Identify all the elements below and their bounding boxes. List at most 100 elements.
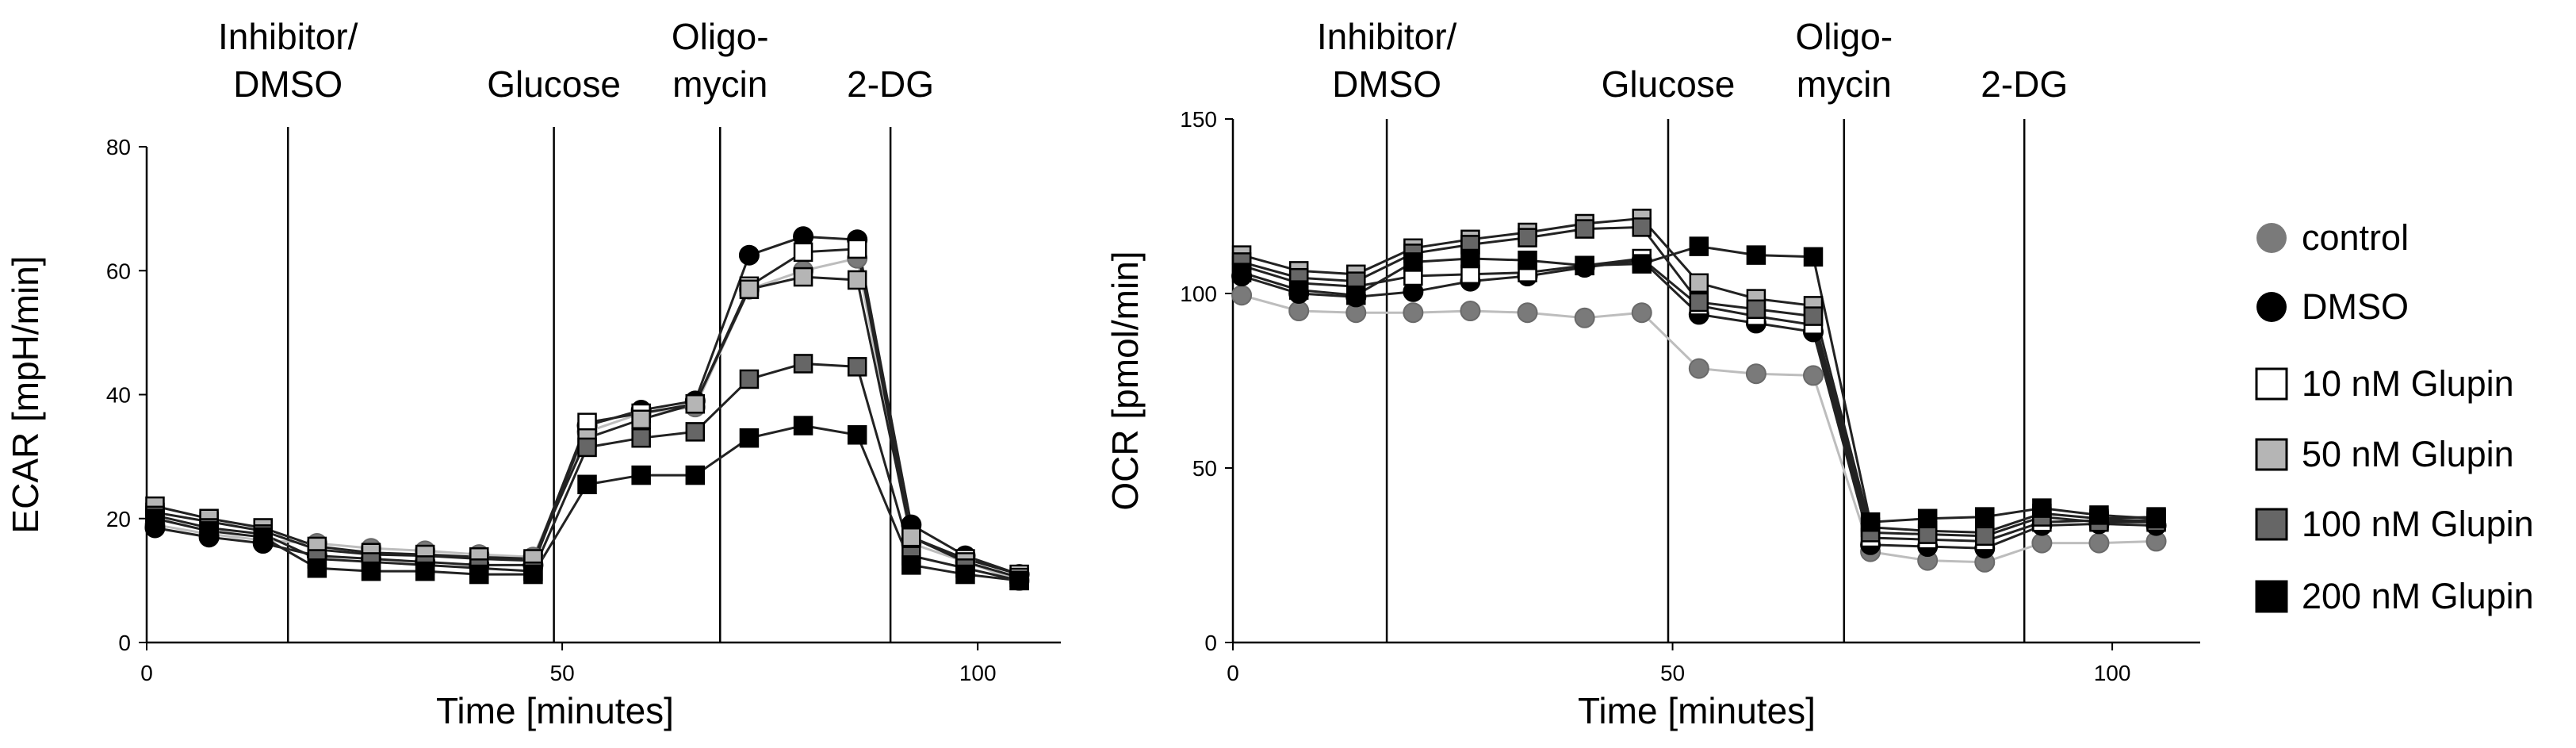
data-point bbox=[253, 527, 273, 547]
data-point bbox=[793, 354, 813, 374]
legend-marker bbox=[2255, 438, 2288, 471]
injection-label: 2-DG bbox=[847, 63, 934, 105]
data-point bbox=[1975, 507, 1995, 527]
x-tick-label: 50 bbox=[1660, 661, 1685, 685]
data-point bbox=[955, 564, 975, 585]
data-point bbox=[793, 416, 813, 435]
legend: control DMSO 10 nM Glupin 50 nM Glupin 100 n… bbox=[2255, 217, 2534, 616]
data-point bbox=[793, 267, 813, 287]
legend-label: 200 nM Glupin bbox=[2302, 576, 2534, 616]
data-point bbox=[793, 242, 813, 263]
data-point bbox=[847, 357, 867, 377]
injection-label: mycin bbox=[1797, 63, 1892, 105]
legend-marker bbox=[2256, 292, 2287, 322]
injection-label: Glucose bbox=[487, 63, 621, 105]
y-tick-label: 50 bbox=[1192, 456, 1217, 481]
legend-marker bbox=[2255, 508, 2288, 541]
data-point bbox=[1009, 570, 1029, 591]
data-point bbox=[1632, 254, 1652, 274]
x-axis-title: Time [minutes] bbox=[1578, 690, 1816, 731]
legend-marker bbox=[2255, 367, 2288, 401]
data-point bbox=[631, 409, 651, 429]
data-point bbox=[1460, 248, 1480, 269]
data-point bbox=[1746, 299, 1766, 320]
legend-marker bbox=[2256, 223, 2287, 253]
x-tick-label: 0 bbox=[140, 661, 153, 685]
data-point bbox=[1860, 512, 1881, 532]
injection-label: Glucose bbox=[1602, 63, 1736, 105]
data-point bbox=[1803, 247, 1824, 267]
data-point bbox=[2089, 505, 2109, 525]
injection-label: 2-DG bbox=[1981, 63, 2068, 105]
data-point bbox=[847, 239, 867, 259]
x-axis-title: Time [minutes] bbox=[436, 690, 674, 731]
data-point bbox=[1288, 280, 1309, 300]
data-point bbox=[1688, 358, 1709, 379]
data-point bbox=[1231, 263, 1252, 282]
data-point bbox=[577, 474, 597, 495]
y-axis-title: OCR [pmol/min] bbox=[1104, 251, 1146, 510]
data-point bbox=[631, 428, 651, 448]
y-tick-label: 150 bbox=[1180, 107, 1217, 132]
x-tick-label: 100 bbox=[2094, 661, 2131, 685]
y-tick-label: 20 bbox=[106, 507, 131, 531]
data-point bbox=[847, 425, 867, 445]
injection-label: Inhibitor/ bbox=[218, 16, 358, 57]
data-point bbox=[1689, 292, 1709, 313]
legend-label: DMSO bbox=[2302, 286, 2409, 327]
data-point bbox=[2146, 508, 2166, 529]
data-point bbox=[469, 564, 489, 585]
y-tick-label: 60 bbox=[106, 259, 131, 283]
data-point bbox=[145, 508, 165, 528]
data-point bbox=[1460, 301, 1481, 321]
panel-ocr: 0 50 100 150 0 50 100 Time [minutes] OCR [pmol/m… bbox=[1104, 16, 2200, 731]
injection-label: Oligo- bbox=[1795, 16, 1893, 57]
data-point bbox=[739, 428, 760, 448]
data-point bbox=[1403, 252, 1423, 272]
legend-label: 50 nM Glupin bbox=[2302, 434, 2514, 474]
injection-label: mycin bbox=[672, 63, 767, 105]
data-point bbox=[415, 561, 435, 581]
panel-ecar: 0 20 40 60 80 0 50 100 Time [minutes] ECAR [mpH/m… bbox=[5, 16, 1061, 731]
data-point bbox=[1689, 273, 1709, 293]
data-point bbox=[685, 422, 706, 442]
data-point bbox=[1518, 250, 1537, 270]
x-tick-label: 0 bbox=[1227, 661, 1239, 685]
data-point bbox=[577, 437, 597, 458]
data-point bbox=[1689, 236, 1709, 256]
data-point bbox=[2031, 532, 2053, 554]
data-point bbox=[631, 465, 651, 485]
y-tick-label: 0 bbox=[1204, 631, 1217, 655]
injection-label: Oligo- bbox=[672, 16, 769, 57]
data-point bbox=[739, 279, 760, 299]
y-tick-label: 100 bbox=[1180, 282, 1217, 306]
injection-label: DMSO bbox=[1332, 63, 1441, 105]
y-tick-label: 40 bbox=[106, 383, 131, 408]
data-point bbox=[901, 555, 921, 575]
legend-label: 10 nM Glupin bbox=[2302, 363, 2514, 404]
y-axis-title: ECAR [mpH/min] bbox=[5, 255, 46, 533]
data-point bbox=[1517, 302, 1538, 324]
legend-label: 100 nM Glupin bbox=[2302, 504, 2534, 544]
data-point bbox=[739, 369, 760, 389]
data-point bbox=[847, 270, 867, 290]
y-tick-label: 80 bbox=[106, 135, 131, 159]
x-tick-label: 100 bbox=[959, 661, 997, 685]
data-point bbox=[1518, 228, 1537, 247]
data-point bbox=[361, 561, 381, 581]
data-point bbox=[685, 393, 706, 414]
data-point bbox=[1575, 255, 1594, 276]
injection-label: DMSO bbox=[233, 63, 343, 105]
y-tick-label: 0 bbox=[118, 631, 131, 655]
data-point bbox=[1917, 508, 1938, 529]
legend-label: control bbox=[2302, 217, 2409, 258]
data-point bbox=[1575, 219, 1594, 239]
data-point bbox=[1631, 302, 1652, 324]
injection-label: Inhibitor/ bbox=[1317, 16, 1457, 57]
data-point bbox=[1746, 245, 1766, 265]
legend-marker bbox=[2255, 580, 2288, 613]
data-point bbox=[1745, 363, 1766, 385]
data-point bbox=[1803, 306, 1824, 326]
data-point bbox=[1403, 302, 1424, 324]
